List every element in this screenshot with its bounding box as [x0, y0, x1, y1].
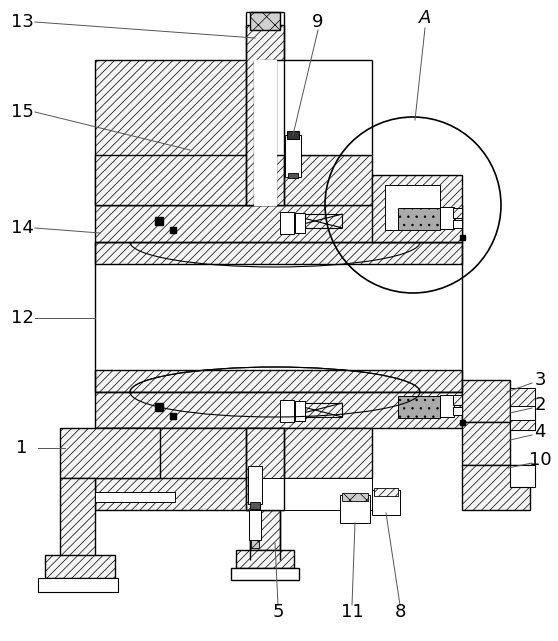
- Text: 2: 2: [534, 396, 546, 414]
- Bar: [453, 395, 462, 405]
- Bar: [254, 60, 276, 205]
- Bar: [385, 185, 440, 230]
- Bar: [462, 422, 510, 465]
- Text: 13: 13: [11, 13, 33, 31]
- Bar: [285, 135, 301, 177]
- Text: 8: 8: [395, 603, 406, 621]
- Text: 1: 1: [16, 439, 28, 457]
- Text: 11: 11: [340, 603, 363, 621]
- Bar: [95, 155, 372, 205]
- Bar: [372, 490, 400, 515]
- Bar: [510, 420, 535, 430]
- Bar: [248, 466, 262, 504]
- Bar: [249, 510, 261, 540]
- Bar: [95, 392, 462, 428]
- Bar: [155, 403, 163, 411]
- Bar: [510, 388, 535, 430]
- Bar: [95, 428, 260, 510]
- Text: A: A: [419, 9, 431, 27]
- Bar: [250, 510, 280, 550]
- Bar: [236, 550, 294, 568]
- Bar: [231, 568, 299, 580]
- Bar: [250, 12, 280, 30]
- Bar: [170, 227, 176, 233]
- Bar: [460, 420, 465, 425]
- Text: 10: 10: [528, 451, 551, 469]
- Bar: [246, 428, 284, 510]
- Bar: [453, 208, 462, 218]
- Bar: [287, 131, 299, 139]
- Bar: [280, 212, 294, 234]
- Bar: [155, 217, 163, 225]
- Bar: [95, 264, 462, 370]
- Bar: [250, 502, 260, 509]
- Bar: [374, 488, 398, 496]
- Bar: [440, 207, 454, 229]
- Bar: [398, 396, 440, 418]
- Bar: [260, 60, 372, 155]
- Bar: [95, 428, 372, 478]
- Text: 12: 12: [11, 309, 33, 327]
- Bar: [340, 495, 370, 523]
- Bar: [95, 492, 175, 502]
- Bar: [510, 465, 535, 487]
- Text: 15: 15: [11, 103, 33, 121]
- Text: 3: 3: [534, 371, 546, 389]
- Bar: [60, 478, 95, 565]
- Bar: [45, 555, 115, 578]
- Text: 5: 5: [272, 603, 284, 621]
- Bar: [60, 428, 160, 478]
- Bar: [462, 465, 530, 510]
- Bar: [260, 478, 372, 510]
- Bar: [462, 380, 510, 422]
- Bar: [95, 205, 462, 242]
- Bar: [510, 388, 535, 406]
- Bar: [170, 413, 176, 419]
- Bar: [460, 235, 465, 240]
- Bar: [372, 175, 462, 242]
- Text: 14: 14: [11, 219, 33, 237]
- Bar: [288, 173, 298, 178]
- Bar: [398, 208, 440, 230]
- Bar: [295, 213, 305, 233]
- Bar: [251, 540, 259, 548]
- Bar: [453, 220, 462, 228]
- Bar: [95, 242, 462, 264]
- Bar: [280, 400, 294, 422]
- Bar: [38, 578, 118, 592]
- Bar: [440, 395, 454, 417]
- Text: 4: 4: [534, 423, 546, 441]
- Text: 9: 9: [312, 13, 324, 31]
- Bar: [246, 25, 284, 205]
- Bar: [453, 407, 462, 415]
- Bar: [95, 370, 462, 392]
- Bar: [95, 60, 260, 205]
- Bar: [342, 493, 368, 501]
- Bar: [295, 401, 305, 421]
